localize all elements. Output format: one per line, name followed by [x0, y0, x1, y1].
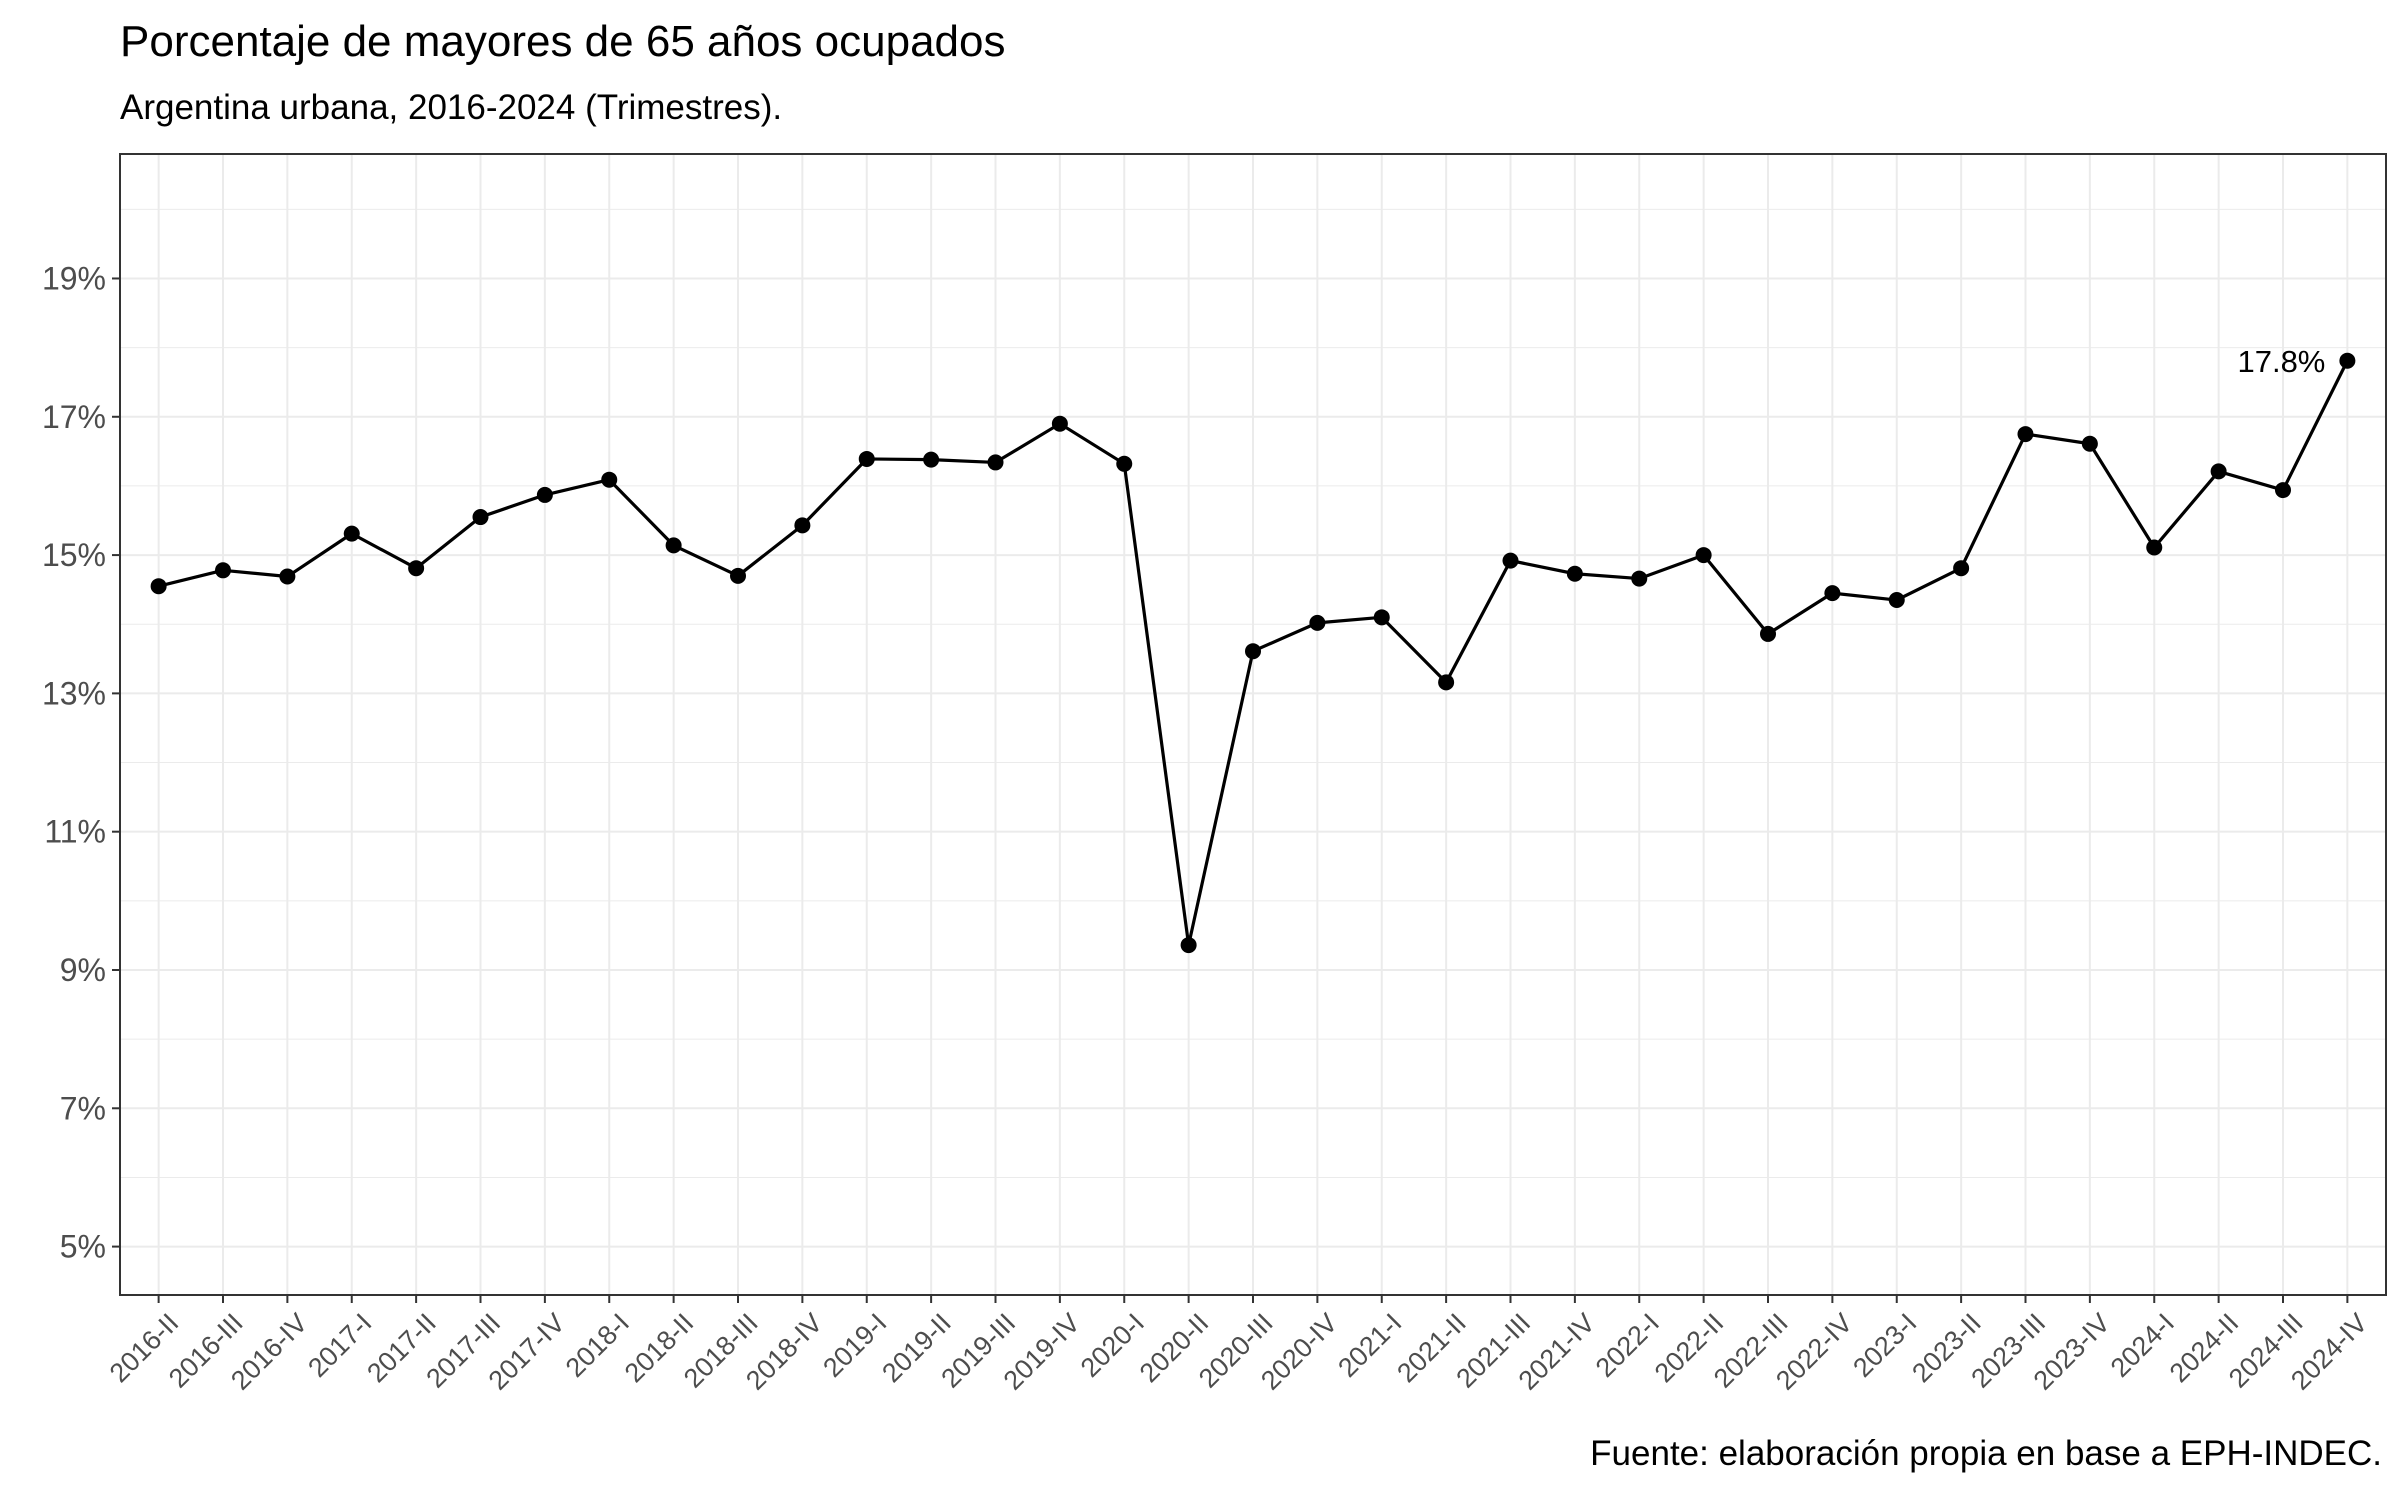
data-point — [1502, 552, 1519, 569]
data-point — [279, 568, 296, 585]
data-point — [1953, 560, 1970, 577]
data-point — [923, 451, 940, 468]
data-point — [2081, 435, 2098, 452]
data-point — [1051, 415, 1068, 432]
data-point — [1566, 565, 1583, 582]
data-point — [408, 560, 425, 577]
data-point — [472, 509, 489, 526]
data-point — [665, 537, 682, 554]
y-tick-label: 17% — [42, 399, 106, 435]
data-point — [794, 517, 811, 534]
y-tick-label: 5% — [60, 1229, 106, 1265]
data-point — [1309, 614, 1326, 631]
y-tick-label: 15% — [42, 537, 106, 573]
data-point — [1888, 592, 1905, 609]
data-point — [1438, 674, 1455, 691]
data-point — [1760, 625, 1776, 642]
data-point — [2210, 463, 2227, 480]
data-point — [2339, 352, 2356, 369]
chart-title: Porcentaje de mayores de 65 años ocupado… — [120, 17, 1006, 66]
data-point — [215, 562, 231, 579]
y-tick-label: 11% — [44, 814, 106, 850]
y-tick-label: 19% — [42, 260, 106, 296]
data-point — [987, 454, 1004, 471]
data-point — [1824, 585, 1841, 602]
data-point — [1245, 643, 1261, 660]
data-point — [1116, 455, 1133, 472]
series-points — [150, 352, 2356, 954]
data-point — [858, 450, 875, 467]
data-label: 17.8% — [2237, 344, 2325, 379]
data-point — [536, 486, 553, 503]
annotations: 17.8% — [2237, 344, 2325, 379]
data-point — [2017, 426, 2034, 443]
data-point — [2146, 539, 2163, 556]
data-point — [1695, 547, 1712, 564]
data-point — [1180, 937, 1197, 954]
grid-lines — [120, 154, 2386, 1295]
data-point — [1373, 609, 1390, 626]
chart-caption: Fuente: elaboración propia en base a EPH… — [1590, 1434, 2382, 1473]
chart-subtitle: Argentina urbana, 2016-2024 (Trimestres)… — [120, 88, 783, 127]
y-tick-label: 9% — [60, 952, 106, 988]
data-point — [601, 471, 618, 488]
y-tick-label: 13% — [42, 675, 106, 711]
y-tick-label: 7% — [60, 1090, 106, 1126]
data-point — [1631, 570, 1648, 587]
data-point — [2275, 482, 2291, 499]
data-point — [730, 567, 746, 584]
data-point — [343, 525, 360, 542]
data-point — [150, 578, 167, 595]
